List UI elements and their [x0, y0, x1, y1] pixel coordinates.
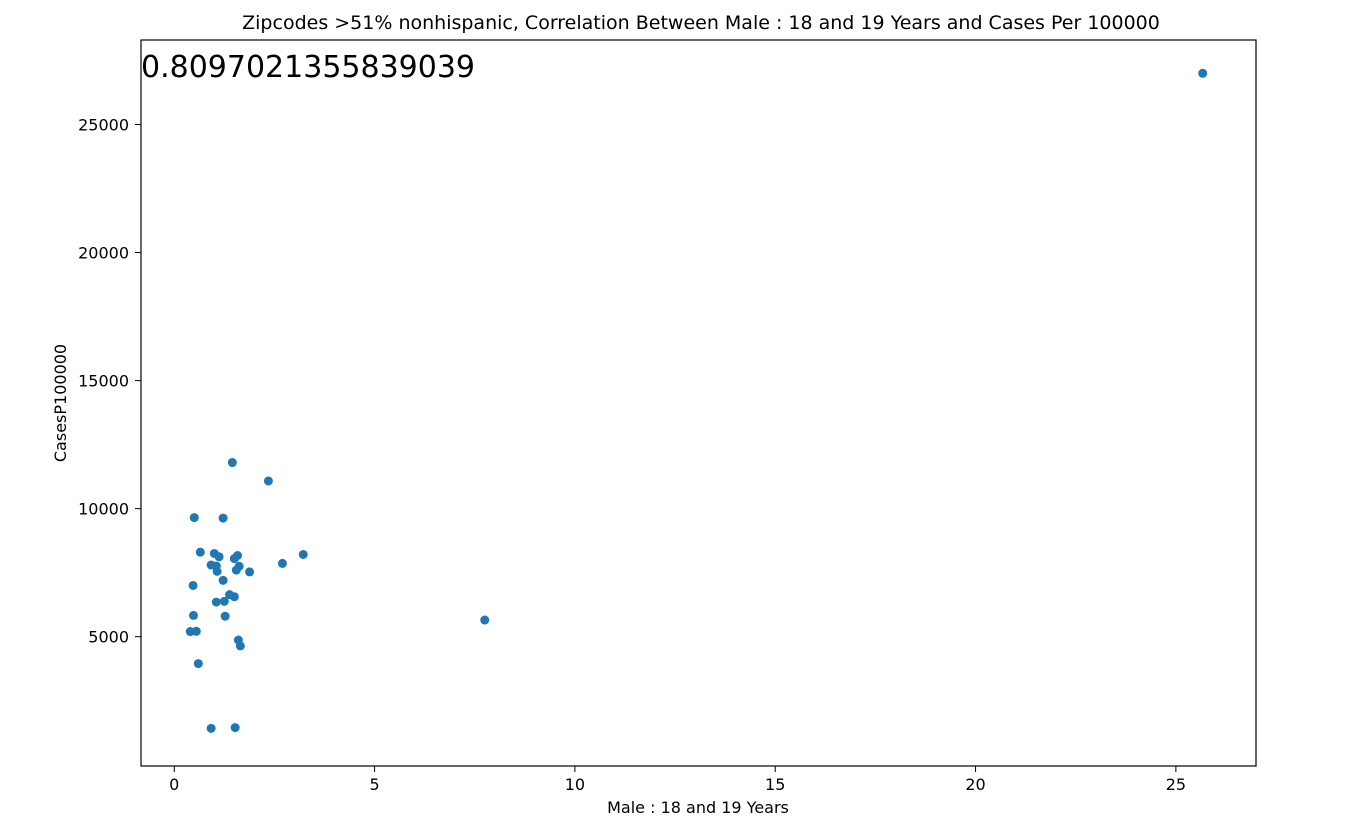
data-point — [188, 580, 198, 590]
x-tick-label: 0 — [169, 775, 179, 794]
y-tick-label: 10000 — [78, 500, 129, 519]
data-point — [188, 610, 198, 620]
correlation-annotation: 0.8097021355839039 — [141, 50, 475, 85]
data-point — [218, 575, 228, 585]
x-tick-label: 5 — [369, 775, 379, 794]
data-point — [191, 626, 201, 636]
y-tick-label: 25000 — [78, 116, 129, 135]
data-point — [245, 567, 255, 577]
y-tick-label: 15000 — [78, 372, 129, 391]
data-point — [480, 615, 490, 625]
chart-title: Zipcodes >51% nonhispanic, Correlation B… — [242, 12, 1160, 34]
data-point — [220, 611, 230, 621]
data-point — [298, 549, 308, 559]
data-point — [230, 723, 240, 733]
data-point — [229, 554, 239, 564]
x-tick-label: 25 — [1166, 775, 1186, 794]
x-tick-label: 10 — [565, 775, 585, 794]
x-tick-label: 20 — [965, 775, 985, 794]
data-point — [214, 552, 224, 562]
y-tick-label: 20000 — [78, 244, 129, 263]
data-point — [218, 513, 228, 523]
data-point — [231, 565, 241, 575]
data-point — [189, 513, 199, 523]
data-points — [185, 68, 1208, 733]
data-point — [235, 641, 245, 651]
y-axis-ticks: 5000 10000 15000 20000 25000 — [78, 116, 141, 647]
x-axis-ticks: 0 5 10 15 20 25 — [169, 766, 1186, 794]
x-tick-label: 15 — [765, 775, 785, 794]
data-point — [193, 659, 203, 669]
data-point — [211, 597, 221, 607]
y-axis-label: CasesP100000 — [51, 344, 70, 462]
data-point — [1198, 68, 1208, 78]
data-point — [206, 723, 216, 733]
data-point — [229, 592, 239, 602]
plot-frame — [140, 39, 1257, 767]
data-point — [263, 476, 273, 486]
data-point — [277, 558, 287, 568]
data-point — [227, 458, 237, 468]
data-point — [195, 547, 205, 557]
x-axis-label: Male : 18 and 19 Years — [607, 798, 789, 817]
y-tick-label: 5000 — [88, 628, 129, 647]
data-point — [212, 566, 222, 576]
data-point — [219, 596, 229, 606]
